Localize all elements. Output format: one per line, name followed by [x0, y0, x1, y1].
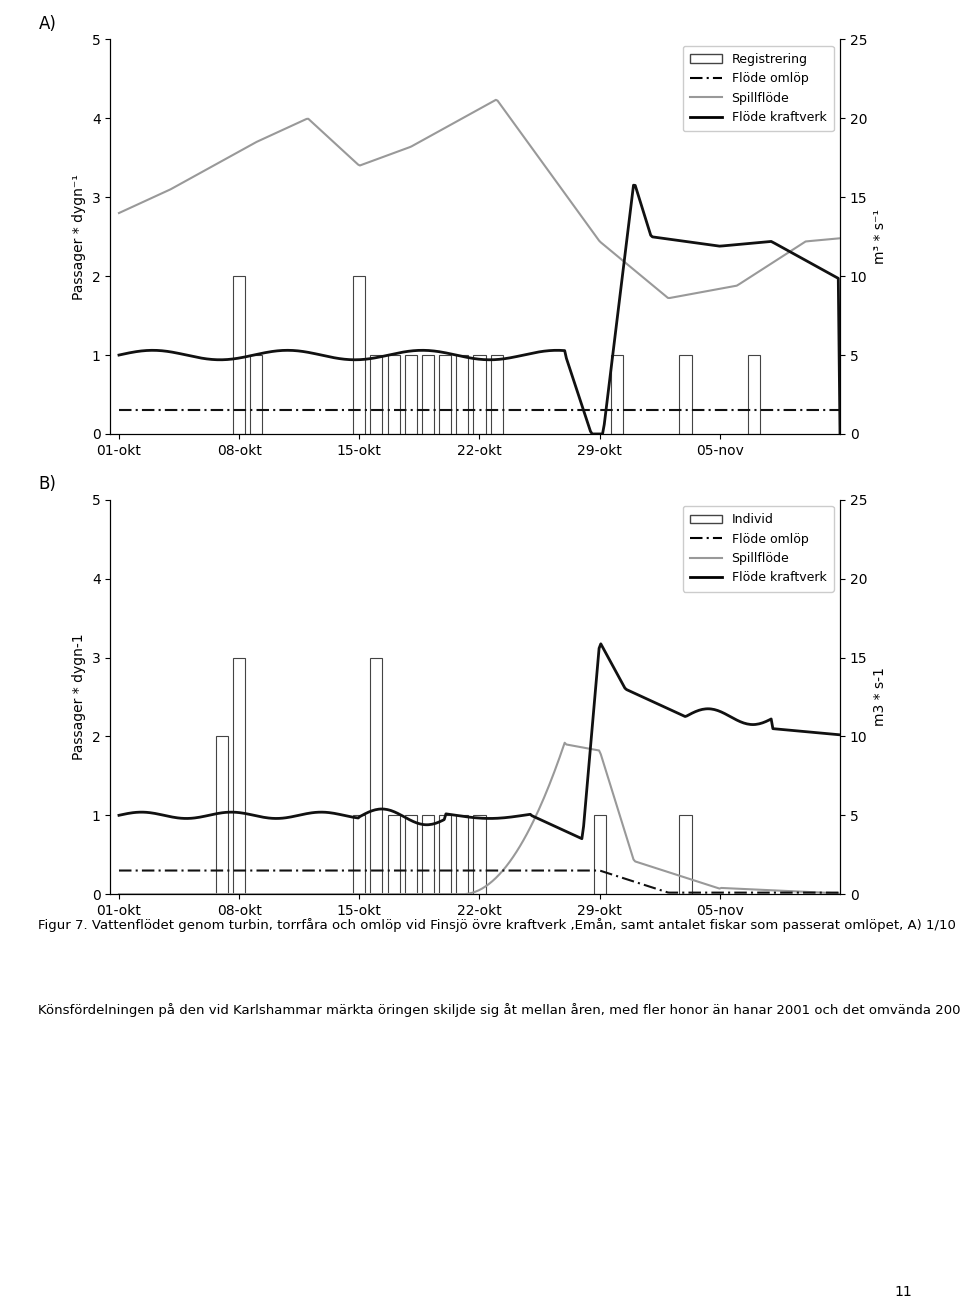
- Bar: [439, 815, 451, 894]
- Bar: [233, 276, 245, 434]
- Bar: [216, 736, 228, 894]
- Bar: [353, 276, 366, 434]
- Y-axis label: Passager * dygn-1: Passager * dygn-1: [72, 634, 86, 760]
- Bar: [251, 355, 262, 434]
- Bar: [611, 355, 623, 434]
- Y-axis label: m3 * s-1: m3 * s-1: [873, 668, 887, 726]
- Bar: [405, 815, 417, 894]
- Y-axis label: m³ * s⁻¹: m³ * s⁻¹: [873, 209, 887, 264]
- Bar: [680, 815, 691, 894]
- Bar: [473, 355, 486, 434]
- Bar: [593, 815, 606, 894]
- Bar: [371, 658, 382, 894]
- Bar: [388, 815, 399, 894]
- Text: Könsfördelningen på den vid Karlshammar märkta öringen skiljde sig åt mellan åre: Könsfördelningen på den vid Karlshammar …: [38, 1003, 960, 1018]
- Bar: [388, 355, 399, 434]
- Bar: [439, 355, 451, 434]
- Legend: Registrering, Flöde omlöp, Spillflöde, Flöde kraftverk: Registrering, Flöde omlöp, Spillflöde, F…: [683, 46, 833, 132]
- Bar: [491, 355, 503, 434]
- Bar: [405, 355, 417, 434]
- Bar: [353, 815, 366, 894]
- Bar: [422, 815, 434, 894]
- Bar: [456, 815, 468, 894]
- Bar: [680, 355, 691, 434]
- Bar: [233, 658, 245, 894]
- Legend: Individ, Flöde omlöp, Spillflöde, Flöde kraftverk: Individ, Flöde omlöp, Spillflöde, Flöde …: [683, 506, 833, 592]
- Bar: [473, 815, 486, 894]
- Y-axis label: Passager * dygn⁻¹: Passager * dygn⁻¹: [72, 174, 86, 300]
- Text: 11: 11: [895, 1285, 912, 1299]
- Bar: [748, 355, 760, 434]
- Bar: [422, 355, 434, 434]
- Text: A): A): [38, 14, 57, 33]
- Text: Figur 7. Vattenflödet genom turbin, torrfåra och omlöp vid Finsjö övre kraftverk: Figur 7. Vattenflödet genom turbin, torr…: [38, 918, 960, 932]
- Bar: [456, 355, 468, 434]
- Text: B): B): [38, 475, 57, 493]
- Bar: [371, 355, 382, 434]
